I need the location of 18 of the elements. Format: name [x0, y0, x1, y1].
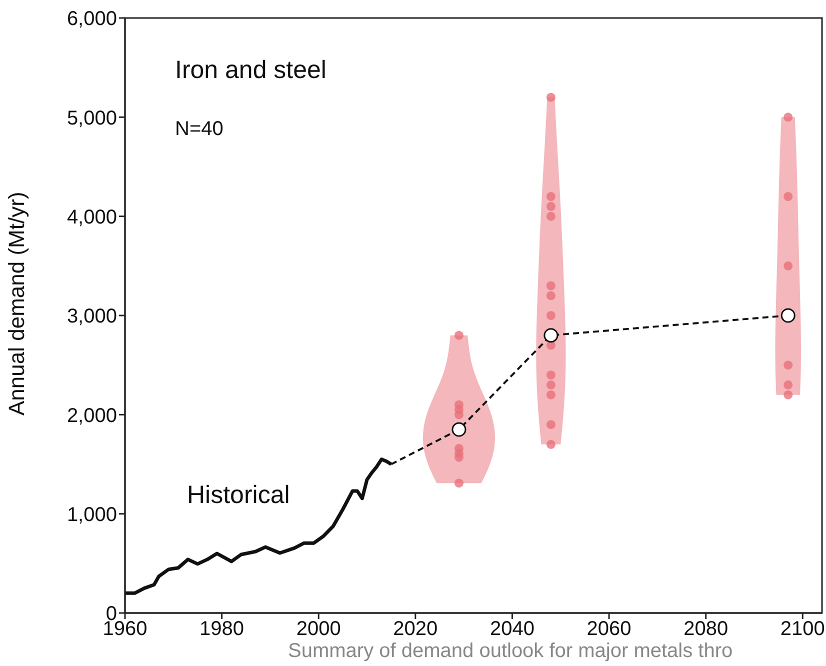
annotation: Historical [187, 481, 290, 509]
annotation: N=40 [175, 118, 224, 140]
x-tick-label: 1980 [200, 618, 244, 640]
y-axis-title: Annual demand (Mt/yr) [4, 192, 29, 416]
x-tick-label: 2060 [586, 618, 632, 640]
text: Summary of demand outlook for major metals thro [288, 640, 734, 662]
x-tick-label: 2020 [393, 618, 438, 640]
y-tick-label: 1,000 [66, 504, 117, 526]
y-tick-label: 6,000 [66, 8, 117, 30]
y-tick-label: 2,000 [66, 404, 117, 427]
y-tick-label: 5,000 [66, 107, 117, 130]
x-tick-label: 2040 [490, 618, 534, 640]
x-tick-label: 2000 [296, 618, 341, 640]
x-tick-label: 2100 [780, 618, 825, 640]
y-tick-label: 4,000 [66, 206, 117, 228]
text: Iron and steel [175, 56, 326, 84]
x-tick-label: 2080 [684, 618, 728, 640]
y-tick-label: 3,000 [66, 306, 117, 328]
